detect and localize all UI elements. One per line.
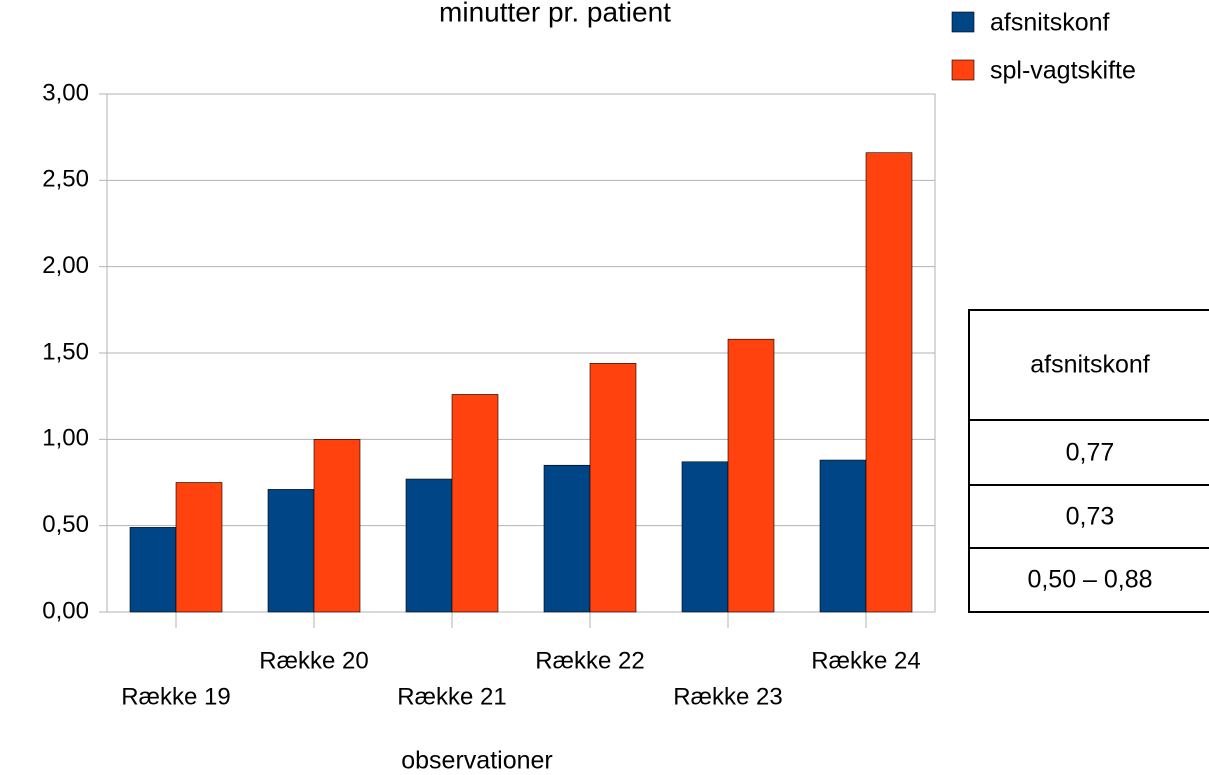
bar — [727, 338, 775, 613]
legend-label: afsnitskonf — [990, 9, 1110, 37]
y-tick-label: 0,50 — [42, 511, 89, 538]
y-tick-label: 0,00 — [42, 597, 89, 624]
y-tick-label: 1,00 — [42, 425, 89, 452]
bar — [589, 363, 637, 613]
table-header: afsnitskonf — [1030, 351, 1150, 379]
y-tick-label: 2,00 — [42, 252, 89, 279]
bar — [267, 489, 315, 613]
legend-swatch — [951, 11, 975, 33]
x-axis-title: observationer — [401, 747, 552, 775]
y-tick-label: 2,50 — [42, 166, 89, 193]
x-tick-label: Række 21 — [397, 683, 506, 710]
table-cell: 0,50 – 0,88 — [1027, 566, 1152, 594]
table-cell: 0,73 — [1066, 503, 1115, 531]
x-tick-label: Række 23 — [673, 683, 782, 710]
legend-label: spl-vagtskifte — [990, 57, 1136, 85]
bar — [681, 461, 729, 613]
chart-title: minutter pr. patient — [439, 0, 671, 27]
table-border — [968, 309, 1209, 613]
bar — [405, 478, 453, 613]
x-tick-label: Række 24 — [811, 647, 920, 674]
plot-border — [106, 93, 936, 613]
legend-swatch — [951, 59, 975, 81]
bar — [129, 527, 177, 613]
bar — [175, 482, 223, 613]
y-tick-label: 1,50 — [42, 338, 89, 365]
bar — [543, 464, 591, 613]
bar — [313, 439, 361, 613]
bar — [819, 459, 867, 613]
x-tick-label: Række 20 — [259, 647, 368, 674]
table — [968, 309, 1209, 613]
y-tick-label: 3,00 — [42, 79, 89, 106]
bar — [865, 152, 913, 613]
table-cell: 0,77 — [1066, 439, 1115, 467]
bar — [451, 394, 499, 613]
x-tick-label: Række 19 — [121, 683, 230, 710]
x-tick-label: Række 22 — [535, 647, 644, 674]
